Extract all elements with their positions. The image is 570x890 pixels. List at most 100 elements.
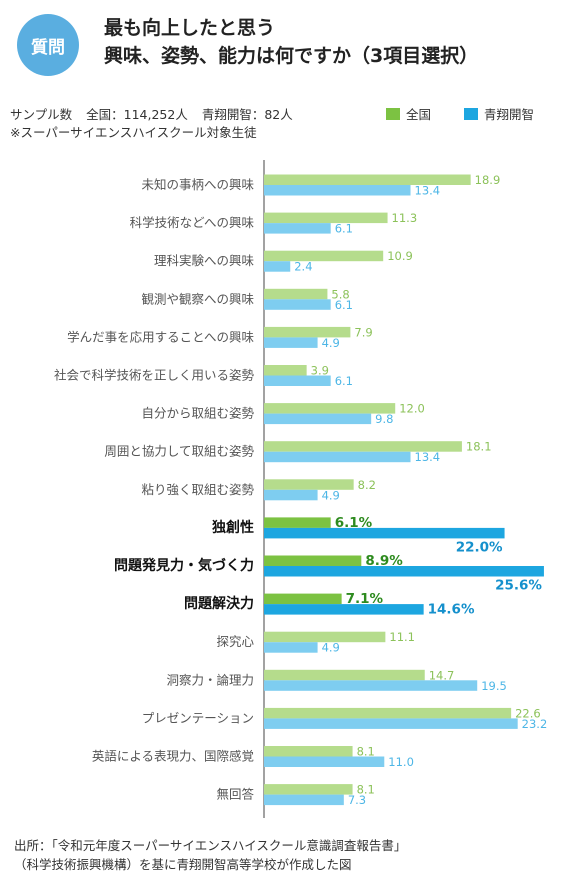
data-label: 10.9 [387,249,413,263]
data-label: 11.3 [392,211,418,225]
data-label: 2.4 [294,260,312,274]
data-label: 6.1% [335,515,373,531]
category-label: 科学技術などへの興味 [130,215,255,230]
category-label: 観測や観察への興味 [141,291,254,306]
source-line2: （科学技術振興機構）を基に青翔開智高等学校が作成した図 [14,857,352,872]
question-title-line2: 興味、姿勢、能力は何ですか（3項目選択） [104,45,479,67]
sample-size-label: サンプル数 [10,107,73,122]
category-label: 問題解決力 [184,595,254,612]
category-label: 独創性 [212,519,254,536]
bar-school [264,223,331,234]
question-badge: 質問 [17,14,79,76]
bar-school [264,375,331,386]
bar-school [264,489,318,501]
bar-school [264,794,344,806]
category-label: 洞察力・論理力 [166,672,254,687]
category-label: プレゼンテーション [142,710,254,725]
data-label: 18.1 [466,440,492,454]
bar-national [264,479,354,490]
category-label: 社会で科学技術を正しく用いる姿勢 [54,368,255,383]
bar-national [264,441,462,452]
data-label: 8.1 [357,783,375,797]
bar-national [264,174,471,185]
bar-school [264,718,518,729]
data-label: 3.9 [311,364,329,378]
data-label: 6.1 [335,374,353,388]
data-label: 14.6% [428,602,475,618]
data-label: 14.7 [429,668,455,682]
bar-school [264,680,478,691]
data-label: 23.2 [522,717,548,731]
bar-national [264,326,351,338]
bar-national [264,250,384,262]
data-label: 22.0% [456,539,503,555]
data-label: 11.1 [389,630,415,644]
data-label: 4.9 [322,336,340,350]
bar-national [264,784,353,795]
data-label: 7.3 [348,793,366,807]
legend-item-school: 青翔開智 [464,104,534,123]
bar-national [264,593,342,605]
bar-school [264,261,291,272]
data-label: 18.9 [475,173,501,187]
data-label: 25.6% [495,578,542,594]
source-note: 出所：「令和元年度スーパーサイエンスハイスクール意識調査報告書」 （科学技術振興… [14,836,406,874]
bar-school [264,451,411,463]
data-label: 4.9 [322,488,340,502]
bar-national [264,555,362,566]
category-label: 学んだ事を応用することへの興味 [67,329,254,344]
legend-swatch-national [386,107,400,120]
category-label: 周囲と協力して取組む姿勢 [104,444,254,459]
bar-national [264,707,512,719]
data-label: 12.0 [399,402,425,416]
bar-national [264,746,353,757]
data-label: 11.0 [388,755,414,769]
data-label: 9.8 [375,412,393,426]
sample-size: サンプル数 全国：114,252人 青翔開智：82人 [10,104,303,123]
bar-school [264,604,424,615]
bar-school [264,756,385,767]
category-label: 粘り強く取組む姿勢 [141,482,254,497]
bar-school [264,527,505,539]
data-label: 22.6 [515,706,541,720]
data-label: 4.9 [322,641,340,655]
bar-school [264,337,318,348]
legend-label-national: 全国 [406,107,432,122]
bar-national [264,631,386,643]
data-label: 7.1% [346,591,384,607]
category-label: 理科実験への興味 [154,253,255,268]
bar-national [264,403,396,414]
data-label: 13.4 [415,450,441,464]
bar-school [264,185,411,196]
bar-school [264,642,318,653]
category-label: 探究心 [216,634,254,649]
question-title: 最も向上したと思う 興味、姿勢、能力は何ですか（3項目選択） [104,14,478,70]
legend-item-national: 全国 [386,104,431,123]
target-note: ※スーパーサイエンスハイスクール対象生徒 [10,125,257,140]
bar-national [264,212,388,224]
data-label: 6.1 [335,222,353,236]
category-label: 問題発見力・気づく力 [114,557,254,574]
data-label: 8.9% [365,553,403,569]
category-label: 未知の事柄への興味 [141,177,254,192]
bar-national [264,365,307,376]
bar-school [264,566,544,577]
legend-swatch-school [464,107,478,120]
data-label: 8.1 [357,745,375,759]
category-label: 自分から取組む姿勢 [141,406,254,421]
category-label: 英語による表現力、国際感覚 [92,749,254,764]
bar-school [264,299,331,310]
bar-national [264,288,328,300]
category-label: 無回答 [216,787,254,802]
data-label: 13.4 [415,184,441,198]
data-label: 7.9 [354,325,372,339]
data-label: 6.1 [335,298,353,312]
question-title-line1: 最も向上したと思う [104,17,276,39]
legend-label-school: 青翔開智 [484,107,535,122]
bar-school [264,413,372,425]
bar-national [264,669,425,681]
bar-national [264,517,331,528]
source-line1: 出所：「令和元年度スーパーサイエンスハイスクール意識調査報告書」 [14,838,407,853]
data-label: 8.2 [358,478,376,492]
